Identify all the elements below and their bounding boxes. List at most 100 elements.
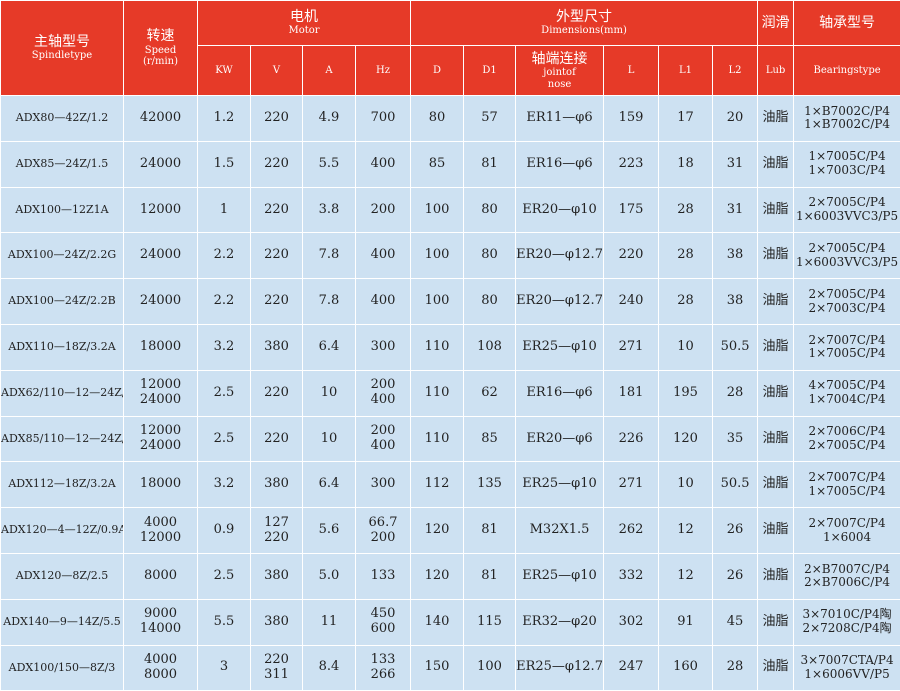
- header-cell: 润滑: [757, 0, 795, 46]
- cell-line: 1×7005C/P4: [808, 149, 886, 164]
- table-cell: 50.5: [712, 461, 759, 509]
- table-cell: 38: [712, 278, 759, 325]
- cell-text: 120: [424, 522, 450, 538]
- table-cell: 247: [603, 644, 660, 691]
- table-cell: 133 266: [354, 644, 412, 691]
- cell-text: V: [272, 64, 281, 76]
- cell-text: 2.5: [213, 430, 235, 446]
- table-cell: ER20—φ12.7: [515, 232, 605, 280]
- cell-text: ADX100/150—8Z/3: [8, 660, 116, 674]
- cell-text: 1.5: [213, 155, 235, 171]
- table-cell: 4000 12000: [123, 507, 198, 554]
- cell-text: 油脂: [762, 613, 789, 629]
- cell-text: 150: [424, 659, 450, 675]
- table-cell: 115: [463, 598, 517, 646]
- cell-text: ER20—φ10: [522, 201, 597, 217]
- cell-text: 115: [477, 613, 502, 629]
- cell-text: 100: [424, 293, 450, 309]
- table-cell: 62: [463, 369, 517, 417]
- table-cell: 226: [603, 415, 660, 463]
- table-cell: 油脂: [757, 232, 795, 280]
- table-row: ADX62/110—12—24Z/2.512000240002.52201020…: [0, 369, 900, 417]
- cell-text: 17: [677, 109, 694, 125]
- cell-text: ADX85—24Z/1.5: [15, 156, 109, 170]
- cell-line: 200: [370, 529, 396, 545]
- table-cell: 2.2: [197, 278, 251, 325]
- cell-text: 120: [673, 430, 698, 446]
- cell-text: 28: [726, 384, 744, 400]
- table-row: ADX100—12Z1A 12000 1 220 3.8 200 100 80 ER20—φ10…: [0, 186, 900, 234]
- table-cell: 160: [658, 644, 714, 691]
- cell-text: 38: [726, 293, 744, 309]
- cell-text: KW: [215, 64, 233, 76]
- cell-text: 11: [320, 613, 338, 629]
- table-cell: 110: [410, 323, 465, 371]
- table-cell: 20: [712, 95, 759, 142]
- table-cell: 110: [410, 369, 465, 417]
- table-cell: 12000 24000: [123, 415, 198, 463]
- table-cell: 油脂: [757, 461, 795, 509]
- table-cell: 80: [410, 95, 465, 142]
- table-cell: 7.8: [302, 278, 356, 325]
- table-cell: 6.4: [302, 461, 356, 509]
- header-text: 转速: [146, 28, 175, 45]
- cell-text: 24000: [139, 293, 182, 309]
- table-cell: 4×7005C/P4 1×7004C/P4: [793, 369, 900, 417]
- cell-line: 2×B7006C/P4: [804, 575, 891, 590]
- table-cell: 120: [410, 552, 465, 600]
- cell-text: ADX140—9—14Z/5.5: [3, 614, 121, 628]
- table-cell: 400: [354, 140, 412, 188]
- cell-text: 5.5: [213, 613, 235, 629]
- cell-text: 400: [370, 293, 396, 309]
- table-cell: 油脂: [757, 278, 795, 325]
- cell-text: 57: [481, 109, 498, 125]
- cell-text: 24000: [139, 247, 182, 263]
- cell-text: ER25—φ12.7: [516, 659, 603, 675]
- cell-line: 12000: [139, 423, 182, 439]
- table-cell: 380: [250, 323, 303, 371]
- cell-line: 600: [370, 621, 396, 637]
- cell-text: ER25—φ10: [522, 567, 597, 583]
- table-cell: 油脂: [757, 323, 795, 371]
- table-cell: 81: [463, 552, 517, 600]
- table-cell: 1.5: [197, 140, 251, 188]
- table-cell: 10: [302, 369, 356, 417]
- cell-text: 80: [481, 247, 498, 263]
- table-cell: 271: [603, 323, 660, 371]
- header-text: jointof: [543, 67, 576, 79]
- table-cell: 100: [463, 644, 517, 691]
- cell-line: 200: [370, 377, 396, 393]
- cell-line: 1×7003C/P4: [808, 163, 886, 178]
- table-cell: 油脂: [757, 598, 795, 646]
- cell-line: 200: [370, 423, 396, 439]
- table-cell: 油脂: [757, 95, 795, 142]
- cell-text: 100: [424, 247, 450, 263]
- cell-text: 油脂: [762, 567, 789, 583]
- header-text: 外型尺寸: [556, 9, 613, 26]
- table-cell: 8.4: [302, 644, 356, 691]
- table-cell: 28: [658, 232, 714, 280]
- table-cell: 18: [658, 140, 714, 188]
- table-cell: 5.6: [302, 507, 356, 554]
- cell-text: 160: [673, 659, 698, 675]
- cell-text: 18: [677, 155, 694, 171]
- cell-text: 6.4: [318, 338, 340, 354]
- table-cell: 220: [250, 415, 303, 463]
- table-cell: ER25—φ10: [515, 552, 605, 600]
- cell-text: ER20—φ12.7: [516, 247, 603, 263]
- cell-text: 85: [481, 430, 498, 446]
- table-cell: 油脂: [757, 507, 795, 554]
- cell-text: 50.5: [720, 338, 750, 354]
- cell-line: 400: [370, 392, 396, 408]
- cell-text: 油脂: [762, 476, 789, 492]
- cell-text: 油脂: [762, 338, 789, 354]
- table-cell: 45: [712, 598, 759, 646]
- cell-text: 240: [618, 293, 644, 309]
- cell-text: 50.5: [720, 476, 750, 492]
- cell-text: 175: [618, 201, 644, 217]
- header-text: nose: [547, 78, 572, 90]
- table-cell: ADX112—18Z/3.2A: [0, 461, 124, 509]
- cell-text: 159: [618, 109, 644, 125]
- header-text: (r/min): [142, 56, 179, 68]
- table-cell: 7.8: [302, 232, 356, 280]
